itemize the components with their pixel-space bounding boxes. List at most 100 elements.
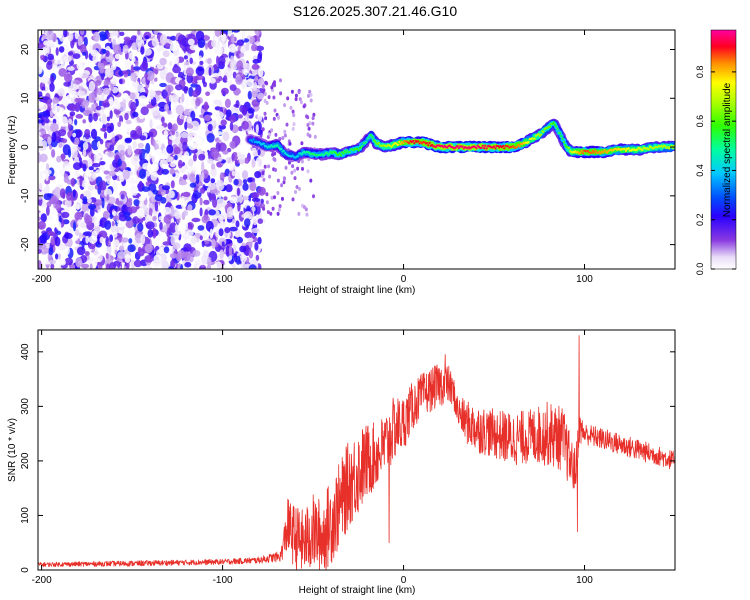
ridge-mark <box>553 123 557 126</box>
noise-blob <box>211 148 220 159</box>
noise-blob <box>188 165 197 176</box>
noise-blob <box>241 120 250 130</box>
noise-blob <box>215 179 225 191</box>
noise-blob-sparse <box>297 90 301 95</box>
noise-blob <box>135 36 143 47</box>
ridge-mark <box>361 144 364 148</box>
ridge-mark <box>401 141 405 145</box>
noise-blob <box>257 111 263 122</box>
noise-blob <box>232 71 237 79</box>
noise-blob-sparse <box>272 157 276 161</box>
noise-blob <box>153 30 159 35</box>
noise-blob <box>254 75 259 83</box>
noise-blob <box>51 131 57 143</box>
noise-blob <box>235 255 241 265</box>
noise-blob <box>103 131 108 139</box>
noise-blob <box>122 44 129 54</box>
chart-title: S126.2025.307.21.46.G10 <box>292 3 458 19</box>
noise-blob <box>239 245 247 253</box>
noise-blob-sparse <box>264 116 268 121</box>
noise-blob <box>46 30 54 41</box>
noise-blob <box>46 216 54 221</box>
noise-blob <box>130 72 136 82</box>
noise-blob <box>257 236 262 245</box>
noise-blob <box>99 62 105 74</box>
noise-blob <box>77 35 83 47</box>
noise-blob-sparse <box>270 128 274 133</box>
noise-blob-sparse <box>308 89 312 94</box>
noise-blob <box>119 78 123 85</box>
ridge-mark <box>363 142 367 145</box>
noise-blob <box>67 55 72 62</box>
noise-blob <box>82 147 87 158</box>
noise-blob <box>124 254 131 263</box>
ridge-mark <box>399 143 402 146</box>
noise-blob <box>108 131 116 138</box>
noise-blob <box>158 216 164 221</box>
noise-blob-sparse <box>306 169 310 174</box>
noise-blob <box>57 253 62 260</box>
noise-blob <box>148 183 157 193</box>
snr-frame <box>37 329 676 571</box>
noise-blob <box>96 87 103 96</box>
noise-blob <box>155 125 165 130</box>
noise-blob <box>246 78 254 87</box>
noise-blob <box>38 139 44 149</box>
noise-blob <box>144 35 150 40</box>
noise-blob <box>201 254 209 265</box>
noise-blob <box>188 158 194 167</box>
noise-blob <box>233 178 239 186</box>
ridge-mark <box>667 147 671 150</box>
noise-blob <box>195 174 200 185</box>
ridge-mark <box>348 150 351 154</box>
noise-blob <box>255 45 265 51</box>
noise-blob <box>50 263 55 269</box>
noise-blob <box>130 259 136 269</box>
noise-blob <box>228 43 237 53</box>
noise-blob <box>130 130 137 138</box>
noise-blob <box>161 260 170 269</box>
noise-blob <box>209 77 216 84</box>
noise-blob <box>68 122 71 131</box>
noise-blob-sparse <box>294 97 298 102</box>
ridge-mark <box>512 145 515 148</box>
noise-blob <box>101 49 107 54</box>
y-tick-label: -20 <box>20 237 31 252</box>
noise-blob <box>230 33 235 44</box>
ridge-mark <box>484 144 487 147</box>
noise-blob <box>61 153 65 162</box>
noise-blob <box>131 42 138 50</box>
ridge-mark <box>562 141 566 144</box>
noise-blob <box>79 30 85 36</box>
ridge-mark <box>503 147 506 150</box>
noise-blob <box>47 60 53 66</box>
noise-blob <box>51 149 56 158</box>
snr-x-ticks: -200 -100 0 100 <box>32 330 593 586</box>
noise-blob <box>187 204 193 212</box>
noise-blob <box>195 139 204 146</box>
noise-blob <box>46 205 50 216</box>
noise-blob <box>254 241 259 251</box>
noise-blob <box>123 211 130 218</box>
noise-blob <box>144 243 153 253</box>
noise-blob <box>49 259 57 265</box>
ridge-mark <box>374 140 377 143</box>
noise-blob-sparse <box>290 89 294 94</box>
noise-blob <box>75 229 80 236</box>
x-tick-label: -200 <box>32 274 52 285</box>
noise-blob <box>74 137 80 146</box>
ridge-mark <box>252 138 255 141</box>
noise-blob <box>99 138 104 145</box>
noise-blob <box>187 38 195 46</box>
noise-blob-sparse <box>292 122 296 127</box>
noise-blob <box>39 153 48 163</box>
noise-blob <box>139 63 148 72</box>
noise-blob <box>108 96 114 107</box>
noise-blob <box>138 180 143 191</box>
noise-blob <box>180 264 184 269</box>
noise-blob <box>178 180 188 186</box>
noise-blob <box>206 133 215 143</box>
ridge-mark <box>262 142 265 145</box>
noise-blob <box>239 52 245 58</box>
noise-blob <box>180 131 189 139</box>
